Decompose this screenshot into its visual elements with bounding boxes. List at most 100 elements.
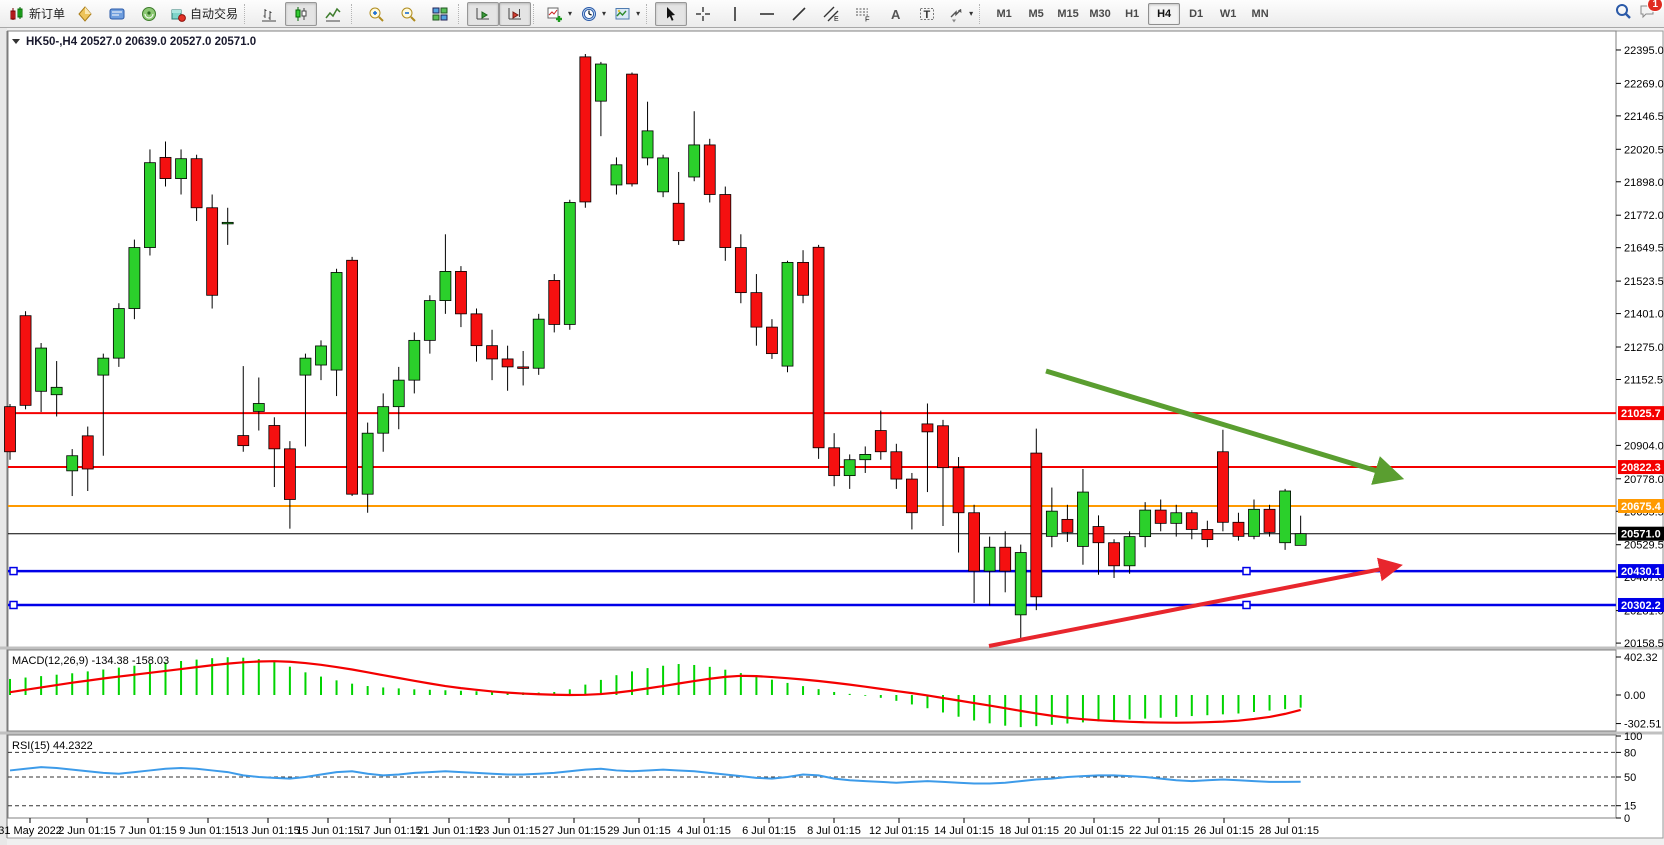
price-tag-label: 20302.2 [1621,600,1661,612]
line-handle[interactable] [9,566,18,576]
macd-pane-frame [7,649,1617,732]
time-tick-label: 8 Jul 01:15 [807,825,861,837]
line-handle[interactable] [1242,600,1251,610]
timeframe-m30-button[interactable]: M30 [1089,7,1111,20]
symbol-dropdown-icon[interactable] [12,39,20,44]
timeframe-m15-button[interactable]: M15 [1057,7,1079,20]
periods-button[interactable]: ▾ [576,2,610,26]
timeframe-h4-button[interactable]: H4 [1148,2,1181,25]
candle [175,158,187,179]
candle [703,144,716,195]
chevron-down-icon[interactable]: ▾ [602,9,607,18]
horizontal-line-icon [758,5,776,23]
candle [144,162,156,248]
price-tag [1618,499,1664,514]
downtrend-arrow[interactable] [1045,368,1405,485]
candle [408,339,421,381]
timeframe-h1-button[interactable]: H1 [1125,7,1140,20]
auto-scroll-icon [474,5,492,23]
gold-diamond-icon [76,5,94,23]
tile-windows-button[interactable] [424,2,456,26]
timeframe-d1-button[interactable]: D1 [1189,7,1204,20]
new-order-button[interactable]: 新订单 [4,2,69,26]
chevron-down-icon[interactable]: ▾ [636,9,641,18]
time-tick-label: 13 Jun 01:15 [236,825,300,837]
timeframe-m5-button[interactable]: M5 [1028,7,1044,20]
uptrend-arrow[interactable] [988,557,1403,648]
price-tag [1618,597,1664,612]
rsi-tick-label: 0 [1624,813,1630,825]
price-tick-label: 21401.0 [1624,309,1664,321]
autotrading-button[interactable]: 自动交易 [165,2,242,26]
candle [1201,529,1214,540]
candle [1139,509,1152,538]
macd-indicator-label: MACD(12,26,9) -134.38 -158.03 [12,655,169,667]
timeframe-w1-button[interactable]: W1 [1219,7,1237,20]
zoom-out-icon [399,5,417,23]
price-tag [1618,406,1664,421]
time-tick-label: 7 Jun 01:15 [119,825,177,837]
add-indicator-button[interactable]: ▾ [542,2,576,26]
price-tag [1618,460,1664,475]
arrows-button[interactable]: ▾ [943,2,977,26]
candle [781,261,794,367]
time-tick-label: 4 Jul 01:15 [677,825,731,837]
time-tick-label: 2 Jun 01:15 [58,825,116,837]
price-tick-label: 21649.5 [1624,243,1664,255]
toolbar-separator [351,3,356,24]
zoom-in-button[interactable] [360,2,392,26]
horizontal-line-button[interactable] [751,2,783,26]
text-icon: A [886,5,904,23]
candle [50,386,63,396]
gold-diamond-button[interactable] [69,2,101,26]
timeframe-mn-button[interactable]: MN [1251,7,1269,20]
cursor-icon [662,5,680,23]
fibonacci-icon: F [854,5,872,23]
time-tick-label: 14 Jul 01:15 [934,825,994,837]
search-button[interactable] [1614,2,1632,25]
signals-button[interactable] [133,2,165,26]
cursor-button[interactable] [655,1,688,26]
line-chart-button[interactable] [317,2,349,26]
price-tick-label: 20158.5 [1624,638,1664,650]
candle [921,423,934,433]
notification-badge: 1 [1647,0,1663,12]
price-tick-label: 21523.5 [1624,276,1664,288]
candle [81,435,94,470]
candle [190,158,203,209]
tile-windows-icon [431,5,449,23]
text-button[interactable]: A [879,2,911,26]
candle [392,379,405,408]
fibonacci-button[interactable]: F [847,2,879,26]
candle [1232,521,1245,537]
autotrading-button-label: 自动交易 [190,7,239,21]
chart-shift-button[interactable] [499,1,532,26]
price-tick-label: 20778.0 [1624,474,1664,486]
candle [517,366,530,369]
chevron-down-icon[interactable]: ▾ [969,9,974,18]
add-indicator-icon [546,5,564,23]
template-button[interactable]: ▾ [610,2,644,26]
auto-scroll-button[interactable] [467,1,500,26]
line-chart-icon [324,5,342,23]
trend-line-button[interactable] [783,2,815,26]
price-tick-label: 22395.0 [1624,45,1664,57]
candles-chart-button[interactable] [285,1,318,26]
chat-button[interactable]: 1 [1638,0,1663,25]
chart-background [6,30,1664,839]
candle [4,406,16,453]
rsi-tick-label: 80 [1624,747,1636,759]
text-label-button[interactable]: T [911,2,943,26]
equidistant-channel-button[interactable]: E [815,2,847,26]
bars-chart-button[interactable] [253,2,285,26]
line-handle[interactable] [1242,566,1251,576]
market-panel-button[interactable] [101,2,133,26]
vertical-line-button[interactable] [719,2,751,26]
candle [346,259,359,495]
timeframe-m1-button[interactable]: M1 [996,7,1012,20]
zoom-out-button[interactable] [392,2,424,26]
line-handle[interactable] [9,600,18,610]
crosshair-button[interactable] [687,2,719,26]
chevron-down-icon[interactable]: ▾ [568,9,573,18]
